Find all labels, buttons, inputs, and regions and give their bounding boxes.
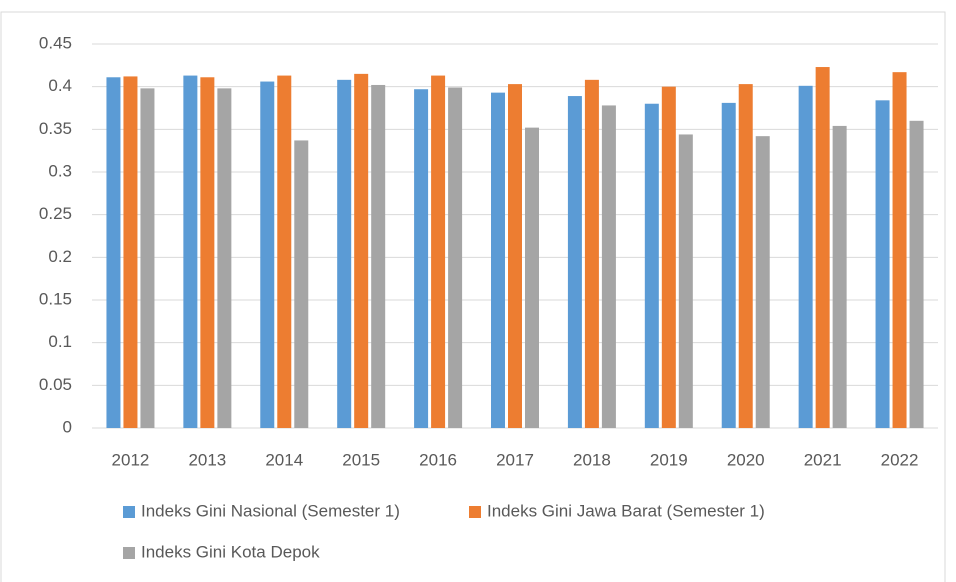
y-tick-label: 0.35 <box>39 119 72 138</box>
bar <box>354 73 369 428</box>
x-tick-label: 2019 <box>650 450 688 469</box>
y-tick-label: 0.25 <box>39 204 72 223</box>
bar <box>567 96 582 428</box>
legend-swatch <box>469 506 481 518</box>
x-tick-label: 2013 <box>188 450 226 469</box>
bar <box>217 88 232 428</box>
legend-swatch <box>123 506 135 518</box>
bar <box>832 125 847 429</box>
bar <box>431 75 446 428</box>
bar <box>106 77 121 428</box>
y-tick-label: 0.05 <box>39 375 72 394</box>
legend-label: Indeks Gini Nasional (Semester 1) <box>141 501 400 520</box>
bar <box>875 100 890 428</box>
bar <box>140 88 155 428</box>
x-tick-label: 2018 <box>573 450 611 469</box>
x-tick-label: 2017 <box>496 450 534 469</box>
bar <box>721 102 736 428</box>
y-tick-label: 0.2 <box>48 247 72 266</box>
x-tick-label: 2021 <box>804 450 842 469</box>
bar <box>584 79 599 428</box>
bar <box>491 92 505 428</box>
y-tick-label: 0.15 <box>39 289 72 308</box>
legend-swatch <box>123 547 135 559</box>
bar <box>277 75 292 428</box>
bar <box>123 76 138 428</box>
bar <box>798 85 813 429</box>
bar <box>508 84 522 429</box>
bar <box>414 89 429 428</box>
bar <box>337 79 352 428</box>
legend-label: Indeks Gini Jawa Barat (Semester 1) <box>487 501 765 520</box>
bar <box>738 84 753 429</box>
x-tick-label: 2012 <box>112 450 150 469</box>
bar <box>815 67 830 428</box>
bar <box>601 105 616 428</box>
x-tick-label: 2015 <box>342 450 380 469</box>
chart-frame <box>0 11 946 582</box>
bar <box>294 140 309 428</box>
bar <box>755 136 770 428</box>
bar <box>661 86 676 429</box>
bar <box>200 77 215 428</box>
x-tick-label: 2016 <box>419 450 457 469</box>
y-tick-label: 0 <box>63 417 72 436</box>
y-tick-label: 0.3 <box>48 161 72 180</box>
bar <box>892 72 907 428</box>
bar <box>525 127 539 429</box>
bar <box>909 120 924 429</box>
x-tick-label: 2014 <box>265 450 303 469</box>
bar <box>448 87 463 429</box>
legend-label: Indeks Gini Kota Depok <box>141 542 320 561</box>
y-tick-label: 0.45 <box>39 33 72 52</box>
bar <box>183 75 198 428</box>
y-tick-label: 0.1 <box>48 332 72 351</box>
bar <box>260 81 275 429</box>
bar <box>678 134 693 428</box>
bar <box>644 103 659 428</box>
x-tick-label: 2020 <box>727 450 765 469</box>
bar <box>371 84 386 429</box>
x-tick-label: 2022 <box>881 450 919 469</box>
y-tick-label: 0.4 <box>48 76 72 95</box>
